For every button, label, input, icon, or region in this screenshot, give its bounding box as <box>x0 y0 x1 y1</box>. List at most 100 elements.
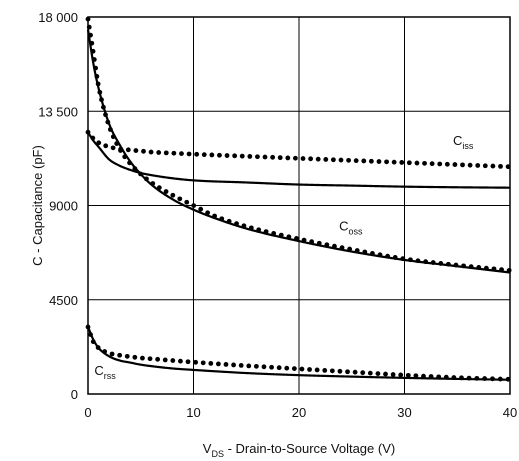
series-point-crss <box>421 373 426 379</box>
series-point-coss <box>198 206 204 212</box>
series-point-crss <box>178 358 183 364</box>
series-point-crss <box>367 370 373 376</box>
series-point-coss <box>226 218 232 224</box>
x-axis-title-main: V <box>203 441 212 456</box>
series-point-coss <box>438 261 444 266</box>
series-point-ciss <box>262 154 268 160</box>
series-point-crss <box>459 375 464 381</box>
series-point-ciss <box>498 163 503 169</box>
series-point-ciss <box>414 160 420 166</box>
x-tick-label: 20 <box>292 405 306 420</box>
series-point-coss <box>324 242 330 248</box>
series-point-crss <box>329 368 335 374</box>
series-point-crss <box>238 363 244 368</box>
series-point-coss <box>483 265 489 271</box>
series-point-coss <box>256 227 262 233</box>
series-point-ciss <box>277 155 283 161</box>
series-point-ciss <box>255 154 260 160</box>
series-point-crss <box>428 374 434 379</box>
series-point-ciss <box>186 151 192 157</box>
series-point-coss <box>85 16 91 22</box>
series-point-coss <box>110 134 116 140</box>
y-tick-label: 4500 <box>49 293 78 308</box>
series-point-ciss <box>133 148 139 153</box>
series-point-crss <box>474 375 480 381</box>
series-point-ciss <box>201 152 207 158</box>
series-point-ciss <box>103 143 109 149</box>
series-point-coss <box>392 255 398 260</box>
x-axis-title-sub: DS <box>211 449 224 459</box>
series-point-coss <box>316 240 322 246</box>
series-point-coss <box>122 154 128 160</box>
y-tick-label: 9000 <box>49 199 78 214</box>
series-point-crss <box>345 369 350 375</box>
series-point-coss <box>118 148 123 153</box>
series-point-crss <box>85 324 91 330</box>
series-point-coss <box>347 246 353 252</box>
series-point-coss <box>339 245 345 251</box>
series-point-coss <box>90 48 96 54</box>
series-point-crss <box>261 364 267 370</box>
series-label-ciss-main: C <box>453 133 462 148</box>
series-point-coss <box>132 166 138 172</box>
series-point-crss <box>140 355 145 361</box>
series-point-crss <box>413 373 419 379</box>
series-point-crss <box>246 363 252 369</box>
series-point-ciss <box>406 160 412 166</box>
series-point-crss <box>352 369 358 375</box>
series-point-ciss <box>148 149 154 155</box>
series-point-coss <box>271 231 277 236</box>
series-point-coss <box>107 127 113 132</box>
series-point-coss <box>93 65 98 71</box>
x-tick-label: 10 <box>186 405 200 420</box>
series-point-coss <box>506 267 512 273</box>
series-point-coss <box>101 104 106 110</box>
series-point-crss <box>215 361 221 367</box>
series-point-ciss <box>247 154 253 159</box>
series-point-crss <box>102 349 108 354</box>
series-point-crss <box>200 360 206 366</box>
series-point-ciss <box>209 152 215 158</box>
series-point-crss <box>337 368 343 374</box>
series-point-ciss <box>376 159 382 164</box>
series-point-ciss <box>217 152 222 158</box>
series-point-ciss <box>96 140 102 146</box>
series-point-coss <box>95 81 101 87</box>
series-point-ciss <box>270 154 276 160</box>
series-point-coss <box>408 257 413 263</box>
series-point-ciss <box>452 162 458 167</box>
series-point-coss <box>263 229 269 235</box>
series-point-coss <box>156 185 162 191</box>
x-tick-label: 40 <box>503 405 517 420</box>
series-point-coss <box>86 24 92 30</box>
series-point-coss <box>99 97 104 103</box>
y-tick-label: 18 000 <box>38 10 78 25</box>
series-point-crss <box>193 359 199 365</box>
series-point-crss <box>253 363 259 369</box>
series-point-coss <box>286 234 292 240</box>
series-label-coss-main: C <box>339 219 348 234</box>
series-point-ciss <box>368 158 374 164</box>
series-point-ciss <box>156 150 162 155</box>
series-point-crss <box>443 374 449 380</box>
series-point-crss <box>299 366 305 372</box>
series-point-coss <box>144 176 149 182</box>
series-point-ciss <box>308 156 314 162</box>
series-point-crss <box>90 339 96 345</box>
series-point-ciss <box>141 148 146 154</box>
series-point-crss <box>383 371 388 377</box>
y-tick-label: 0 <box>71 387 78 402</box>
series-point-coss <box>89 40 95 46</box>
y-axis-title: C - Capacitance (pF) <box>30 145 45 266</box>
series-line-ciss <box>87 131 511 189</box>
series-point-ciss <box>391 159 397 165</box>
series-point-crss <box>314 367 320 373</box>
series-point-ciss <box>346 157 351 163</box>
series-point-coss <box>94 74 100 79</box>
series-point-ciss <box>437 161 443 167</box>
series-point-crss <box>231 362 236 368</box>
x-axis-title: VDS - Drain-to-Source Voltage (V) <box>203 441 395 459</box>
series-point-ciss <box>384 159 389 165</box>
series-label-crss: Crss <box>94 363 116 381</box>
series-point-coss <box>430 260 436 265</box>
